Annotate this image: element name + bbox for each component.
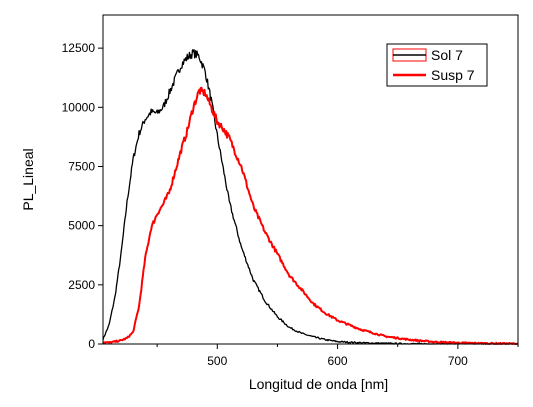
x-tick-label: 700 bbox=[448, 354, 468, 368]
legend-label-sol: Sol 7 bbox=[431, 47, 463, 63]
x-axis-title: Longitud de onda [nm] bbox=[249, 376, 388, 392]
y-axis-title: PL_Lineal bbox=[20, 148, 36, 210]
y-tick-label: 0 bbox=[88, 337, 95, 351]
plot-frame bbox=[102, 14, 519, 345]
y-tick-label: 5000 bbox=[68, 219, 95, 233]
y-tick-label: 2500 bbox=[68, 278, 95, 292]
legend-box bbox=[386, 43, 488, 87]
legend-label-susp: Susp 7 bbox=[431, 67, 475, 83]
y-tick-label: 12500 bbox=[62, 41, 96, 55]
x-tick-label: 500 bbox=[207, 354, 227, 368]
series-line-susp bbox=[102, 86, 519, 345]
y-tick-label: 10000 bbox=[62, 100, 96, 114]
legend: Sol 7 Susp 7 bbox=[386, 43, 488, 87]
x-tick-label: 600 bbox=[328, 354, 348, 368]
y-tick-label: 7500 bbox=[68, 159, 95, 173]
legend-item-sol: Sol 7 bbox=[392, 47, 463, 63]
legend-item-susp: Susp 7 bbox=[393, 67, 475, 83]
ticks-layer: 0 2500 5000 7500 10000 12500 500 600 700 bbox=[62, 41, 519, 368]
